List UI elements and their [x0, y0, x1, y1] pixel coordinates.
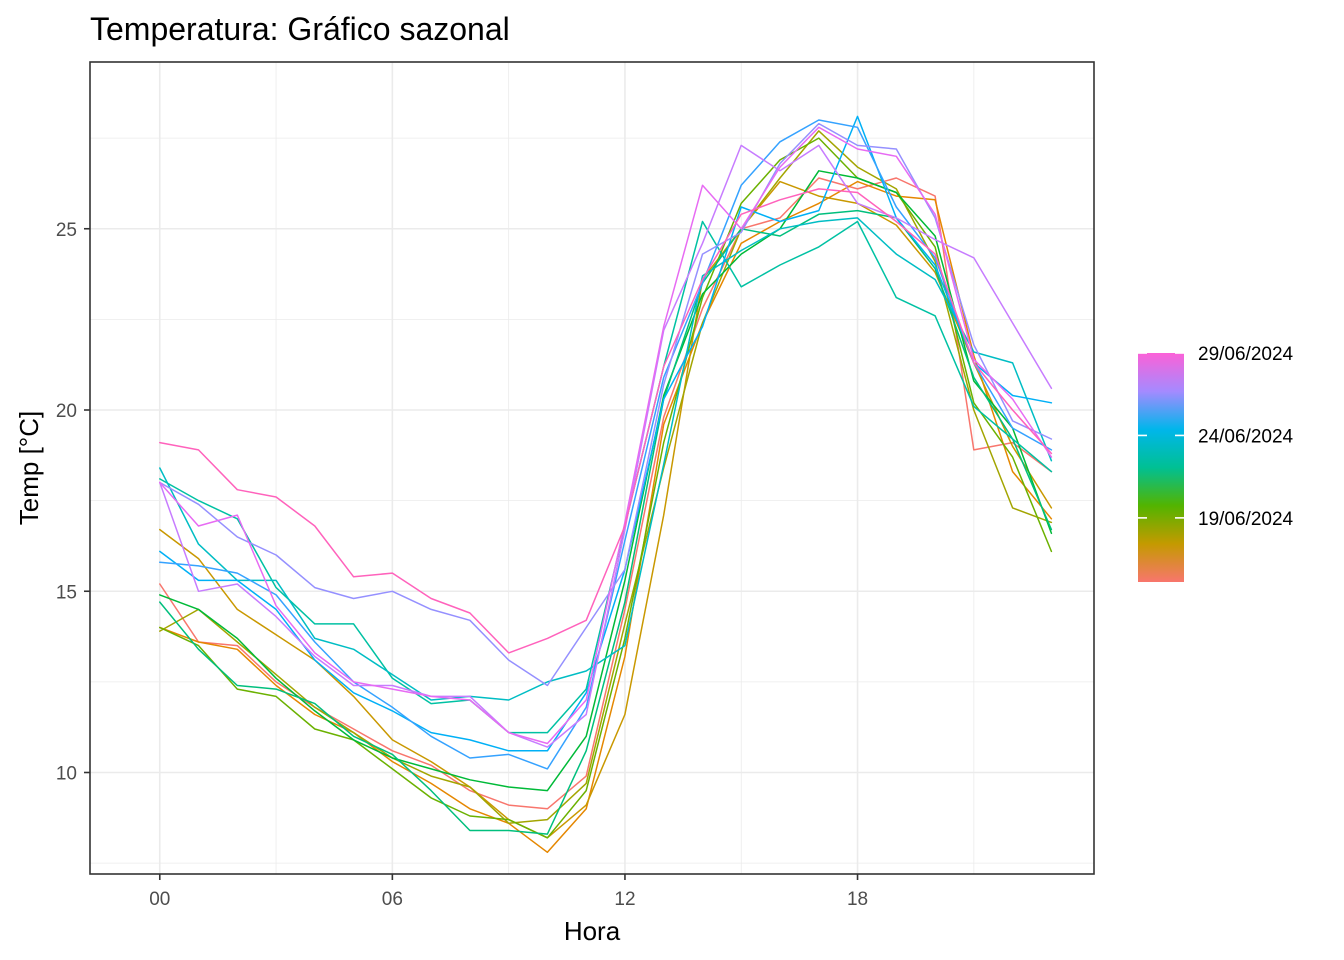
y-tick-label: 15	[56, 582, 77, 603]
x-axis-title: Hora	[564, 916, 621, 946]
y-tick-label: 20	[56, 401, 77, 422]
legend-label: 24/06/2024	[1198, 426, 1294, 447]
y-axis: 10 15 20 25	[56, 220, 90, 785]
x-tick-label: 12	[614, 889, 635, 910]
series-line-5	[159, 137, 1053, 839]
series-line-14	[159, 126, 1053, 745]
series-line-9	[159, 217, 1053, 701]
series-lines	[159, 115, 1053, 854]
x-tick-label: 00	[149, 889, 170, 910]
x-tick-label: 18	[847, 889, 868, 910]
chart-title: Temperatura: Gráfico sazonal	[90, 11, 510, 47]
series-line-2	[159, 180, 1053, 854]
x-axis: 00 06 12 18	[149, 874, 868, 910]
series-line-12	[159, 122, 1053, 687]
series-line-13	[159, 144, 1053, 748]
series-line-15	[159, 188, 1053, 654]
series-line-10	[159, 115, 1053, 752]
y-axis-title: Temp [°C]	[14, 411, 44, 525]
plot-panel-border	[89, 61, 1095, 875]
y-tick-label: 25	[56, 220, 77, 241]
legend-colorbar	[1138, 353, 1184, 582]
series-line-7	[159, 209, 1053, 835]
series-line-1	[159, 177, 1053, 810]
series-line-6	[159, 170, 1053, 792]
color-legend: 29/06/2024 24/06/2024 19/06/2024	[1138, 344, 1294, 582]
y-tick-label: 10	[56, 764, 77, 785]
series-line-8	[159, 220, 1053, 734]
x-tick-label: 06	[382, 889, 403, 910]
legend-label: 19/06/2024	[1198, 509, 1294, 530]
legend-label: 29/06/2024	[1198, 344, 1294, 365]
series-line-3	[159, 180, 1053, 839]
